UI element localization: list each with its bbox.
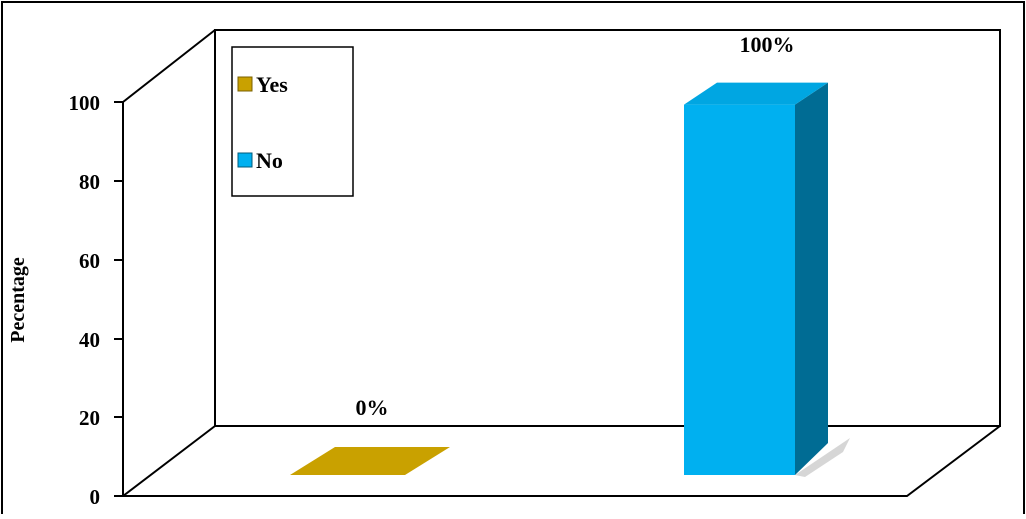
bar-no-side (795, 82, 828, 475)
bar-no-front (684, 104, 795, 475)
data-label-no: 100% (740, 32, 795, 57)
floor (123, 425, 1001, 497)
y-tick-label-40: 40 (79, 328, 100, 352)
legend-label-no: No (256, 148, 283, 173)
legend: Yes No (231, 46, 354, 197)
y-tick-label-100: 100 (69, 91, 101, 115)
bars (290, 82, 850, 477)
axis-box (122, 29, 1001, 497)
y-tick-label-20: 20 (79, 406, 100, 430)
bar-no-shadow (795, 438, 850, 477)
y-tick-label-80: 80 (79, 170, 100, 194)
y-axis-ticks: 0 20 40 60 80 100 (69, 91, 123, 509)
bar-yes-top (290, 447, 450, 475)
y-tick-label-0: 0 (90, 485, 101, 509)
legend-swatch-no (237, 152, 253, 168)
data-label-yes: 0% (356, 395, 389, 420)
y-tick-label-60: 60 (79, 249, 100, 273)
legend-box (231, 46, 354, 197)
bar-no-top (684, 82, 828, 105)
legend-label-yes: Yes (256, 72, 288, 97)
legend-swatch-yes (237, 76, 253, 92)
y-axis-label: Pecentage (7, 257, 29, 343)
left-wall (122, 29, 216, 497)
